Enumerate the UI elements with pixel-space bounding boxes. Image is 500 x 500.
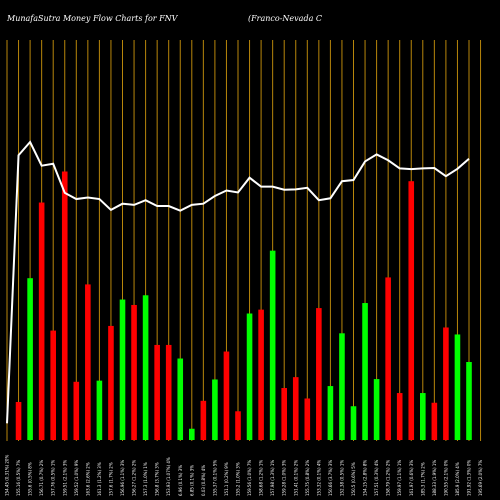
x-tick-label: 6.85 (0.1%) 3% (189, 465, 194, 496)
bar (454, 334, 461, 440)
x-tick-label: 159.97 (1.1%) 1% (397, 460, 402, 496)
chart-title-left: MunafaSutra Money Flow Charts for FNV (6, 14, 179, 23)
bar (350, 406, 357, 440)
x-tick-label: 157.76 (0.5%) 1% (51, 460, 56, 496)
x-tick-label: 6.96 (0.1%) 3% (178, 465, 183, 496)
x-tick-label: 157.51 (0.3%) 4% (374, 460, 379, 496)
bar (396, 393, 403, 440)
bar (431, 402, 438, 440)
bar (281, 388, 287, 440)
x-tick-label: 185.3 (1.7%) 2% (420, 462, 425, 496)
x-tick-label: 155.2 (1.0%) 3% (236, 462, 241, 496)
bar (165, 344, 172, 440)
bar (189, 428, 195, 440)
x-tick-label: 154.45 (0.31%) 20% (5, 455, 10, 496)
bar (119, 299, 126, 440)
x-tick-label: 156.27 (1.2%) 2% (132, 460, 137, 496)
x-tick-label: 158.79 (1.2%) 2% (386, 460, 391, 496)
x-tick-label: 161.3 (1.2%) 3% (97, 462, 102, 496)
x-tick-label: 185.9 (2.0%) 4% (455, 462, 460, 496)
x-tick-label: 155.37 (0.1%) 5% (212, 460, 217, 496)
bar (385, 277, 391, 440)
bar (96, 380, 103, 440)
x-tick-label: 190.55 (2.1%) 0% (443, 460, 448, 496)
x-tick-label: 152.38 (0.5%) 1% (339, 460, 344, 496)
bar (443, 327, 449, 440)
x-tick-label: 155.6 (0.5%) 8% (28, 462, 33, 496)
price-line (6, 140, 470, 424)
bar (339, 333, 345, 440)
bar (200, 400, 207, 440)
x-tick-label: 155.16 (0.5%) 7% (16, 460, 21, 496)
bar (108, 325, 114, 440)
bar (304, 398, 311, 440)
bar (420, 393, 426, 440)
bar (408, 181, 415, 440)
x-tick-label: 159.56 (1.0%) 7% (247, 460, 252, 496)
x-tick-label: 157.98 (1.3%) 1% (270, 460, 275, 496)
bar (27, 278, 33, 440)
x-tick-label: 157.6 (1.7%) 2% (108, 462, 113, 496)
bar (373, 379, 380, 440)
x-tick-label: 159.51 (2.1%) 3% (62, 460, 67, 496)
bar (15, 401, 22, 440)
x-tick-label: 153.32 (0.1%) 4% (316, 460, 321, 496)
bar (292, 377, 299, 440)
x-tick-label: 0.03 (0.8%) 4% (201, 465, 206, 496)
x-tick-label: 191.92 (1.3%) 0% (467, 460, 472, 496)
bar (61, 171, 68, 440)
bar (466, 362, 472, 440)
x-tick-label: 156.71 (0.7%) 2% (39, 460, 44, 496)
x-tick-label: 151.41 (0.1%) 2% (293, 460, 298, 496)
x-tick-label: 159.28 (1.0%) 3% (282, 460, 287, 496)
x-tick-labels: 154.45 (0.31%) 20% 155.16 (0.5%) 7% 155.6 … (5, 455, 484, 496)
x-tick-label: 150.5 (0.6%) 5% (351, 462, 356, 496)
x-tick-label: 163.6 (2.6%) 2% (85, 462, 90, 496)
bar (177, 358, 184, 440)
bar (223, 351, 230, 440)
bar (269, 250, 276, 440)
x-tick-label: 156.96 (1.1%) 3% (120, 460, 125, 496)
chart-title-right: (Franco-Nevada C (248, 14, 322, 23)
x-tick-label: 151.1 (0.2%) 9% (224, 462, 229, 496)
x-tick-label: 154.15 (2.8%) 8% (363, 460, 368, 496)
bar (85, 284, 91, 440)
x-tick-label: 188.33 (1.9%) 1% (432, 460, 437, 496)
x-tick-label: 158.68 (1.2%) 1% (259, 460, 264, 496)
bar (327, 386, 334, 440)
x-tick-label: 161.97 (0.6%) 3% (409, 460, 414, 496)
bar (142, 295, 149, 440)
bar (73, 381, 80, 440)
x-tick-label: 159.52 (1.0%) 9% (74, 460, 79, 496)
x-tick-label: 153.93 (1.07%) 4% (166, 457, 171, 496)
x-tick-label: 150.66 (3.7%) 3% (328, 460, 333, 496)
bar (362, 303, 368, 440)
x-tick-label: 156.8 (3.7%) 3% (155, 462, 160, 496)
x-tick-label: 155.75 (0.8%) 2% (305, 460, 310, 496)
bar (131, 304, 137, 440)
x-tick-label: 157.3 (1.0%) 1% (143, 462, 148, 496)
bar (246, 313, 253, 440)
bar-series (15, 171, 472, 440)
x-tick-label: 195.69 (2.0%) 7% (478, 460, 483, 496)
bar (38, 202, 45, 440)
bar (258, 309, 264, 440)
bar (212, 379, 218, 440)
bar (316, 308, 322, 440)
bar (235, 411, 241, 440)
bar (50, 330, 56, 440)
bar (154, 344, 160, 440)
